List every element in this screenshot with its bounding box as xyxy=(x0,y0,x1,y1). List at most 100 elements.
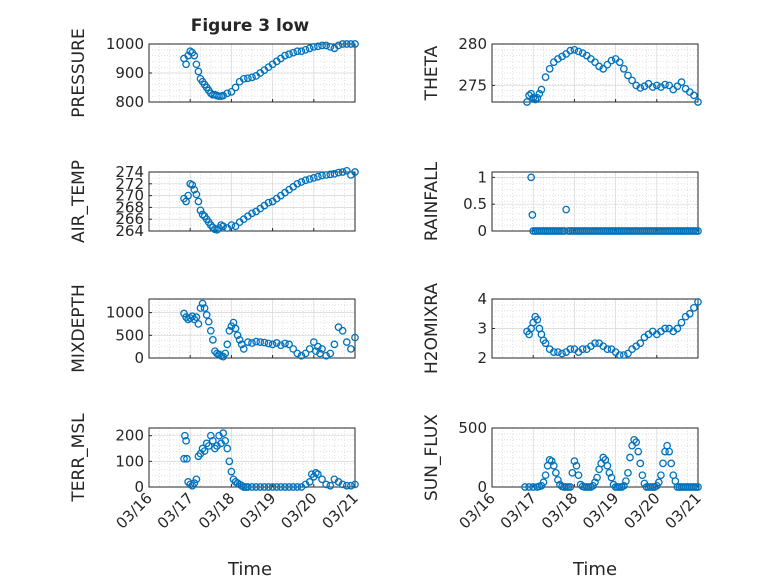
data-point xyxy=(322,41,331,50)
data-point xyxy=(673,82,682,91)
data-point xyxy=(192,190,201,199)
data-point xyxy=(570,457,579,465)
data-point xyxy=(268,483,277,491)
data-point xyxy=(289,345,298,353)
data-point xyxy=(309,174,318,182)
data-point xyxy=(281,51,289,60)
data-point xyxy=(607,473,616,482)
data-point xyxy=(326,349,335,358)
data-point xyxy=(619,351,628,359)
data-point xyxy=(570,45,579,54)
data-point xyxy=(219,91,228,100)
data-point xyxy=(248,209,256,218)
y-axis-label: H2OMIXRA xyxy=(422,283,442,374)
data-point xyxy=(190,51,199,60)
data-point xyxy=(256,338,265,346)
data-points xyxy=(180,299,359,361)
rainfall-chart: 0 0.5 1 RAINFALL xyxy=(422,161,702,241)
y-tick-label: 500 xyxy=(115,326,144,344)
y-tick-label: 1000 xyxy=(106,35,144,53)
y-tick-label: 4 xyxy=(477,290,487,308)
sun-flux-chart: 03/1603/1703/1803/1903/2003/210500SUN_FL… xyxy=(422,414,705,533)
data-point xyxy=(525,483,533,491)
data-point xyxy=(591,58,599,67)
data-point xyxy=(198,210,207,219)
data-point xyxy=(260,338,269,347)
data-point xyxy=(301,45,310,54)
data-point xyxy=(248,483,256,491)
data-point xyxy=(184,191,192,200)
data-point xyxy=(334,168,343,177)
data-points xyxy=(180,166,359,234)
data-point xyxy=(624,349,632,358)
data-point xyxy=(527,173,535,182)
data-point xyxy=(221,349,230,358)
data-point xyxy=(537,85,546,94)
figure-title: Figure 3 low xyxy=(191,16,310,36)
data-point xyxy=(572,461,581,470)
data-point xyxy=(554,476,562,484)
data-point xyxy=(223,340,232,349)
data-point xyxy=(624,71,632,80)
data-point xyxy=(351,168,359,176)
y-tick-label: 275 xyxy=(458,76,487,94)
x-tick-label: 03/18 xyxy=(195,489,238,532)
data-point xyxy=(521,483,529,491)
data-point xyxy=(547,457,556,465)
y-axis-label: AIR_TEMP xyxy=(69,160,89,243)
data-point xyxy=(574,47,583,56)
data-point xyxy=(655,478,663,487)
data-point xyxy=(326,170,335,179)
y-tick-label: 272 xyxy=(115,175,144,193)
axes-frame xyxy=(148,427,356,488)
data-point xyxy=(615,351,624,359)
data-point xyxy=(599,453,608,462)
data-points xyxy=(521,435,702,491)
data-point xyxy=(233,331,242,340)
data-point xyxy=(314,470,322,479)
data-point xyxy=(190,315,199,324)
data-point xyxy=(289,48,298,57)
data-point xyxy=(301,349,310,358)
data-point xyxy=(182,436,190,445)
data-point xyxy=(541,73,550,81)
data-point xyxy=(648,83,657,91)
data-point xyxy=(322,351,331,360)
data-point xyxy=(593,473,601,482)
data-point xyxy=(535,89,544,98)
x-tick-label: 03/17 xyxy=(497,489,540,532)
y-tick-label: 1000 xyxy=(106,304,144,322)
data-point xyxy=(293,179,302,188)
y-tick-label: 274 xyxy=(115,163,144,181)
data-point xyxy=(305,478,314,486)
data-point xyxy=(248,73,256,82)
data-point xyxy=(322,480,331,489)
data-point xyxy=(652,81,661,90)
data-point xyxy=(194,320,203,328)
data-point xyxy=(566,483,575,491)
data-point xyxy=(194,197,203,206)
data-point xyxy=(636,459,645,468)
data-point xyxy=(591,478,599,487)
y-tick-label: 280 xyxy=(458,35,487,53)
data-point xyxy=(285,50,293,59)
data-point xyxy=(338,326,347,335)
data-point xyxy=(605,468,614,477)
x-tick-label: 03/20 xyxy=(620,489,663,532)
data-point xyxy=(326,43,335,51)
data-point xyxy=(196,304,205,312)
data-point xyxy=(204,442,213,450)
data-point xyxy=(260,483,269,491)
y-tick-label: 0 xyxy=(134,349,144,367)
data-point xyxy=(248,339,256,347)
y-tick-label: 3 xyxy=(477,320,487,338)
data-point xyxy=(566,345,575,353)
data-point xyxy=(192,313,201,322)
data-point xyxy=(297,178,306,186)
data-point xyxy=(264,339,273,348)
data-point xyxy=(281,339,289,348)
data-point xyxy=(244,338,252,346)
data-point xyxy=(256,483,265,491)
